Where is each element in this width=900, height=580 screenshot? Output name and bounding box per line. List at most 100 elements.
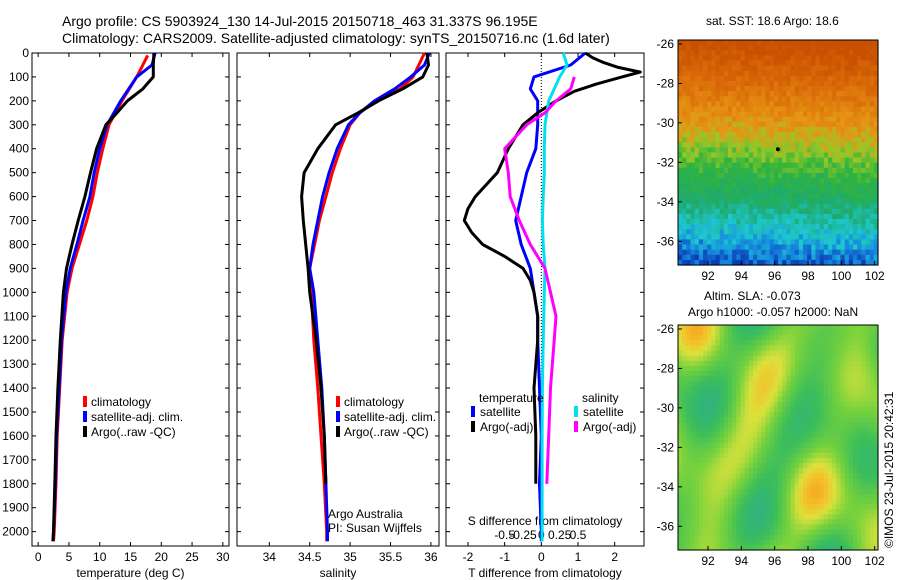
map-cell [853,208,858,215]
map-cell [778,137,783,143]
map-cell [678,111,683,118]
map-cell [765,65,771,72]
map-cell [765,493,771,500]
map-cell [769,360,775,367]
map-cell [715,381,721,387]
map-cell [690,55,696,61]
map-cell [865,259,871,266]
map-cell [728,152,733,159]
map-cell [794,198,800,205]
map-cell [698,534,704,541]
map-cell [782,91,787,97]
map-cell [769,325,775,331]
map-cell [765,137,771,143]
map-cell [857,330,862,336]
map-cell [819,335,825,341]
map-cell [753,534,758,541]
map-cell [757,80,762,87]
map-cell [769,239,775,246]
map-cell [732,198,737,205]
y-tick-label: 1700 [2,453,29,467]
map-cell [778,152,783,159]
map-cell [723,544,729,551]
map-cell [773,239,779,246]
map-cell [786,478,792,485]
map-cell [753,183,758,189]
map-cell [719,239,725,246]
map-cell [786,60,792,67]
map-cell [865,432,871,439]
map-cell [769,365,775,372]
map-cell [778,437,783,444]
map-cell [840,355,846,362]
map-cell [728,208,733,215]
map-cell [682,55,687,61]
map-cell [765,401,771,408]
map-cell [782,121,787,128]
map-cell [844,147,850,154]
map-cell [728,239,733,246]
map-cell [873,259,879,266]
map-cell [848,411,854,418]
map-cell [690,147,696,154]
map-cell [769,422,775,428]
sla-map-title-line-2: Argo h1000: -0.057 h2000: NaN [688,305,858,319]
map-cell [848,396,854,403]
map-cell [844,116,850,123]
map-cell [803,152,808,159]
map-cell [711,493,717,500]
map-cell [848,219,854,225]
map-cell [782,514,787,520]
map-cell [736,96,742,102]
map-cell [719,529,725,536]
map-cell [765,529,771,536]
y-tick-label: 1600 [2,429,29,443]
map-cell [773,447,779,454]
map-cell [790,116,796,123]
map-cell [836,60,842,67]
map-cell [690,330,696,336]
map-cell [723,147,729,154]
map-cell [773,498,779,505]
map-cell [682,239,687,246]
map-cell [823,463,829,469]
map-cell [798,330,804,336]
map-cell [857,259,862,266]
map-cell [819,213,825,220]
map-cell [790,396,796,403]
map-cell [794,468,800,474]
map-cell [832,442,837,449]
map-cell [832,244,837,251]
map-cell [698,55,704,61]
map-cell [807,355,812,362]
map-cell [728,386,733,393]
map-cell [690,371,696,377]
map-cell [778,188,783,194]
map-cell [786,544,792,551]
map-cell [711,101,717,108]
map-cell [844,198,850,205]
map-cell [815,504,821,510]
map-cell [765,498,771,505]
map-cell [719,188,725,194]
map-cell [857,360,862,367]
map-cell [819,391,825,398]
map-cell [848,213,854,220]
map-cell [728,534,733,541]
map-cell [798,106,804,113]
map-cell [815,70,821,77]
map-cell [748,524,754,531]
map-cell [769,386,775,393]
map-cell [803,519,808,525]
map-cell [786,234,792,240]
map-cell [815,101,821,108]
map-cell [815,178,821,184]
map-cell [873,111,879,118]
map-cell [840,493,846,500]
map-cell [690,432,696,439]
map-cell [865,152,871,159]
map-cell [869,45,875,51]
map-cell [778,463,783,469]
map-cell [711,519,717,525]
map-cell [715,396,721,403]
